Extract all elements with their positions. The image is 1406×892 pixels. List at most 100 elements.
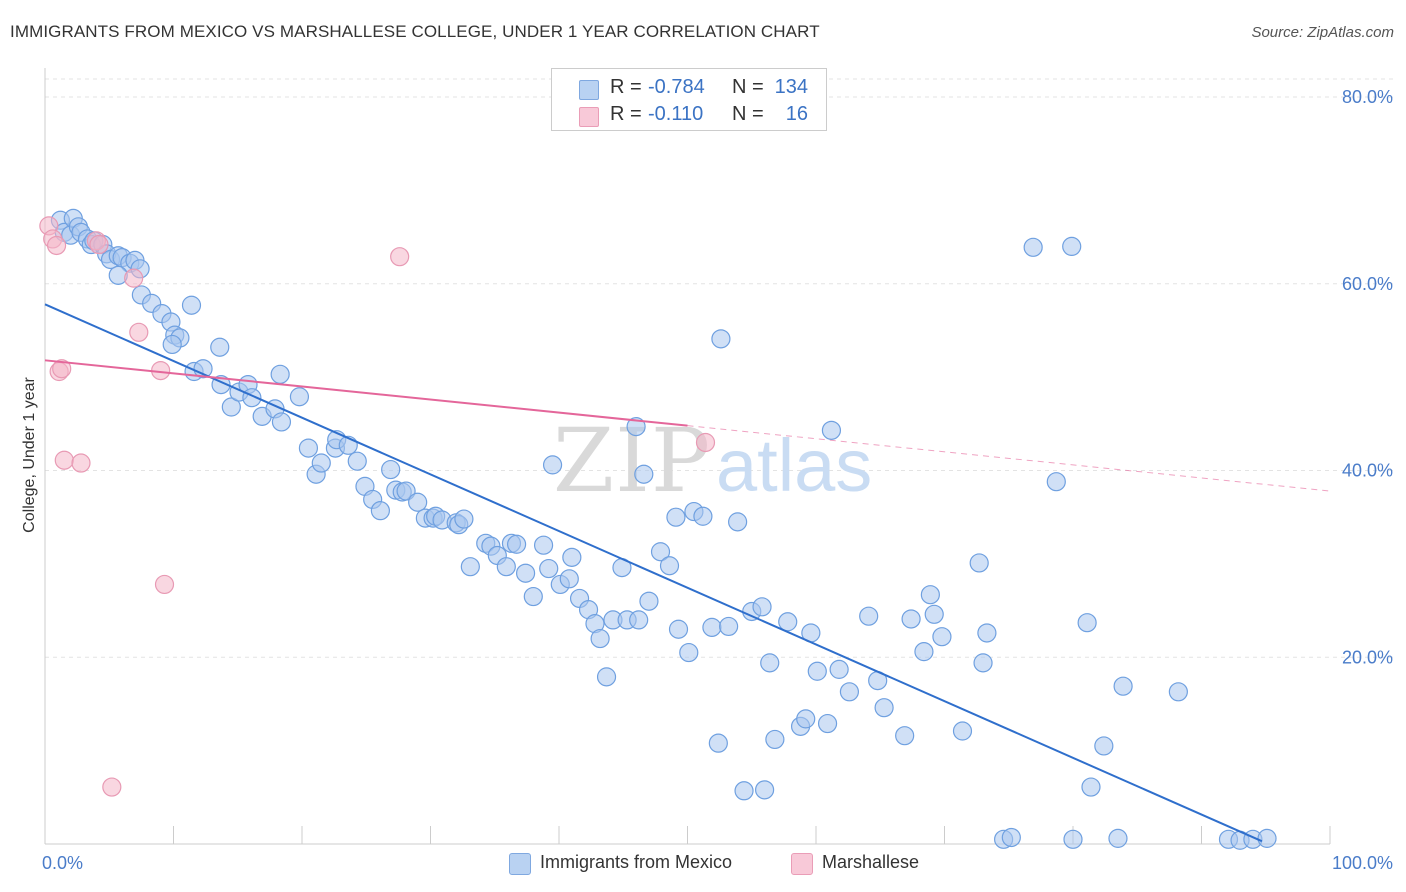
marshallese-swatch [579, 107, 599, 127]
y-tick-label: 60.0% [1342, 274, 1393, 294]
n-value: 16 [785, 103, 808, 125]
mexico-point [408, 492, 428, 512]
y-tick-label: 80.0% [1342, 87, 1393, 107]
mexico-point [298, 438, 319, 458]
mexico-point [668, 619, 689, 639]
stats-legend-row-marshallese: R = -0.110 N = 16 [552, 102, 826, 128]
grid-layer [45, 78, 1393, 658]
y-tick-label: 40.0% [1342, 461, 1393, 481]
mexico-point [1081, 777, 1101, 797]
legend-marshallese-swatch [791, 853, 813, 875]
marshallese-point [52, 359, 72, 379]
mexico-point [460, 557, 480, 577]
mexico-point [1077, 613, 1097, 633]
marshallese-point [390, 247, 410, 267]
mexico-point [596, 667, 617, 687]
points-layer [39, 208, 1277, 850]
mexico-point [901, 609, 921, 629]
mexico-point [629, 610, 649, 630]
mexico-point [1001, 827, 1021, 848]
mexico-point [311, 453, 331, 473]
mexico-point [626, 417, 646, 437]
marshallese-point [154, 574, 175, 595]
mexico-point [711, 329, 731, 349]
mexico-point [270, 364, 290, 384]
mexico-point [1168, 682, 1188, 702]
mexico-point [969, 553, 989, 573]
mexico-point [370, 501, 390, 521]
n-label: N = [732, 103, 764, 125]
stats-legend-row-mexico: R = -0.784 N = 134 [552, 75, 826, 101]
mexico-point [1062, 236, 1082, 256]
n-label: N = [732, 76, 764, 98]
mexico-point [765, 729, 785, 750]
mexico-point [506, 534, 527, 554]
zipatlas-watermark: ZIP atlas [553, 409, 872, 512]
marshallese-trend-extension [687, 425, 1331, 492]
mexico-point [193, 359, 213, 379]
y-tick-label: 20.0% [1342, 647, 1393, 667]
r-value: -0.784 [648, 76, 705, 98]
mexico-point [924, 604, 944, 624]
mexico-point [559, 569, 579, 589]
mexico-point [1063, 829, 1083, 849]
trend-layer [44, 303, 1331, 843]
mexico-point [1046, 472, 1066, 492]
mexico-point [181, 295, 202, 315]
mexico-point [533, 535, 554, 555]
mexico-point [920, 585, 940, 605]
mexico-point [817, 713, 838, 734]
mexico-point [539, 558, 559, 579]
mexico-point [973, 653, 993, 673]
mexico-point [289, 387, 310, 407]
mexico-point [634, 464, 654, 484]
mexico-point [807, 661, 827, 681]
mexico-point [221, 397, 241, 417]
mexico-point [162, 334, 182, 355]
y-axis-label: College, Under 1 year [21, 377, 38, 533]
mexico-point [702, 617, 722, 637]
mexico-point [1257, 828, 1277, 848]
mexico-point [1094, 736, 1114, 756]
mexico-point [693, 506, 713, 526]
mexico-point [778, 612, 798, 632]
x-tick-label-min: 0.0% [42, 853, 83, 873]
tick-layer: 20.0% 40.0% 60.0% 80.0% 0.0% 100.0% [42, 87, 1393, 873]
mexico-point [754, 780, 775, 800]
marshallese-point [54, 450, 74, 470]
svg-text:atlas: atlas [716, 424, 872, 507]
marshallese-point [695, 432, 716, 453]
mexico-point [523, 586, 543, 607]
marshallese-point [46, 235, 67, 256]
mexico-point [1108, 828, 1128, 848]
mexico-point [932, 627, 952, 647]
mexico-point [734, 781, 754, 801]
mexico-point [396, 481, 416, 501]
mexico-point [210, 337, 230, 357]
stats-legend: R = -0.784 N = 134 R = -0.110 N = 16 [551, 68, 827, 131]
marshallese-point [71, 453, 91, 473]
source-label: Source: ZipAtlas.com [1251, 24, 1394, 41]
mexico-point [454, 509, 474, 529]
mexico-point [719, 616, 739, 637]
mexico-point [1023, 237, 1043, 257]
mexico-point [666, 507, 686, 527]
mexico-point [874, 698, 894, 718]
mexico-point [977, 623, 997, 643]
mexico-point [952, 721, 973, 741]
mexico-point [895, 726, 915, 746]
mexico-point [496, 557, 516, 577]
mexico-point [381, 459, 401, 480]
mexico-point [752, 597, 772, 617]
mexico-point [728, 512, 748, 532]
marshallese-point [89, 234, 109, 255]
legend-mexico-label: Immigrants from Mexico [540, 852, 733, 872]
legend-mexico-swatch [509, 853, 531, 875]
mexico-point [650, 542, 671, 562]
mexico-trend-line [44, 303, 1263, 843]
chart-title: IMMIGRANTS FROM MEXICO VS MARSHALLESE CO… [10, 22, 820, 41]
mexico-point [829, 659, 849, 679]
mexico-point [639, 591, 659, 611]
mexico-point [515, 563, 536, 583]
